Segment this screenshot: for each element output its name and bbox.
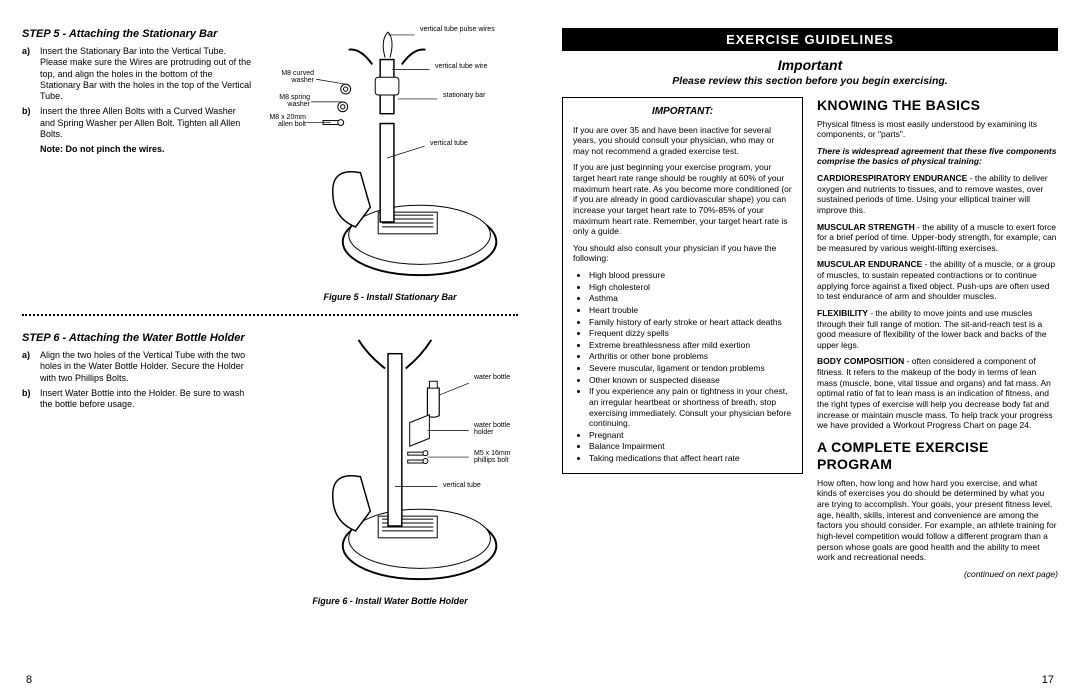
page-number-right: 17 xyxy=(1042,674,1054,686)
f5-c1: vertical tube pulse wires xyxy=(420,26,495,33)
step5-a: a) Insert the Stationary Bar into the Ve… xyxy=(22,46,252,102)
step6-title: STEP 6 - Attaching the Water Bottle Hold… xyxy=(22,332,252,344)
program-body: How often, how long and how hard you exe… xyxy=(817,478,1058,563)
imp-list: High blood pressure High cholesterol Ast… xyxy=(573,270,792,464)
list-item: High cholesterol xyxy=(589,282,792,293)
col-basics: KNOWING THE BASICS Physical fitness is m… xyxy=(817,97,1058,579)
f6-c3: M5 x 16mm phillips bolt xyxy=(474,450,518,465)
f5-c3: stationary bar xyxy=(443,92,485,99)
imp-p2: If you are just beginning your exercise … xyxy=(573,162,792,236)
def-2: MUSCULAR STRENGTH - the ability of a mus… xyxy=(817,222,1058,254)
step6-text: STEP 6 - Attaching the Water Bottle Hold… xyxy=(22,332,252,606)
f6-c2: water bottle holder xyxy=(474,422,518,437)
list-item: Asthma xyxy=(589,293,792,304)
list-item: Taking medications that affect heart rat… xyxy=(589,453,792,464)
list-item: Balance Impairment xyxy=(589,441,792,452)
page-8: STEP 5 - Attaching the Stationary Bar a)… xyxy=(0,0,540,698)
step6-a: a) Align the two holes of the Vertical T… xyxy=(22,350,252,384)
program-title: A COMPLETE EXERCISE PROGRAM xyxy=(817,439,1058,474)
important-box: IMPORTANT: If you are over 35 and have b… xyxy=(562,97,803,474)
col-important: IMPORTANT: If you are over 35 and have b… xyxy=(562,97,803,579)
list-item: Extreme breathlessness after mild exerti… xyxy=(589,340,792,351)
list-item: Severe muscular, ligament or tendon prob… xyxy=(589,363,792,374)
step6-b: b) Insert Water Bottle into the Holder. … xyxy=(22,388,252,411)
basics-bold: There is widespread agreement that these… xyxy=(817,146,1058,167)
imp-p3: You should also consult your physician i… xyxy=(573,243,792,264)
basics-intro: Physical fitness is most easily understo… xyxy=(817,119,1058,140)
def-5: BODY COMPOSITION - often considered a co… xyxy=(817,356,1058,430)
def-1: CARDIORESPIRATORY ENDURANCE - the abilit… xyxy=(817,173,1058,216)
review-line: Please review this section before you be… xyxy=(562,75,1058,87)
page-number-left: 8 xyxy=(26,674,32,686)
basics-title: KNOWING THE BASICS xyxy=(817,97,1058,115)
f5-c2: vertical tube wire xyxy=(435,63,488,70)
f5-c7: vertical tube xyxy=(430,140,468,147)
divider xyxy=(22,314,518,316)
continued: (continued on next page) xyxy=(817,569,1058,580)
step5-b: b) Insert the three Allen Bolts with a C… xyxy=(22,106,252,140)
list-item: Pregnant xyxy=(589,430,792,441)
step5-note: Note: Do not pinch the wires. xyxy=(40,144,252,155)
step6-row: STEP 6 - Attaching the Water Bottle Hold… xyxy=(22,332,518,606)
exercise-guidelines-bar: EXERCISE GUIDELINES xyxy=(562,28,1058,51)
list-item: Heart trouble xyxy=(589,305,792,316)
step5-text: STEP 5 - Attaching the Stationary Bar a)… xyxy=(22,28,252,302)
step5-title: STEP 5 - Attaching the Stationary Bar xyxy=(22,28,252,40)
important-heading: Important xyxy=(562,57,1058,73)
f6-c1: water bottle xyxy=(474,374,510,381)
step5-row: STEP 5 - Attaching the Stationary Bar a)… xyxy=(22,28,518,302)
list-item: Frequent dizzy spells xyxy=(589,328,792,339)
figure-5: vertical tube pulse wires vertical tube … xyxy=(262,28,518,302)
figure5-caption: Figure 5 - Install Stationary Bar xyxy=(262,292,518,302)
def-4: FLEXIBILITY - the ability to move joints… xyxy=(817,308,1058,351)
figure6-caption: Figure 6 - Install Water Bottle Holder xyxy=(262,596,518,606)
list-item: Family history of early stroke or heart … xyxy=(589,317,792,328)
page-17: EXERCISE GUIDELINES Important Please rev… xyxy=(540,0,1080,698)
f5-c6: M8 x 20mm allen bolt xyxy=(262,114,306,129)
def-3: MUSCULAR ENDURANCE - the ability of a mu… xyxy=(817,259,1058,302)
important-box-hdr: IMPORTANT: xyxy=(573,106,792,119)
imp-p1: If you are over 35 and have been inactiv… xyxy=(573,125,792,157)
f5-c5: M8 spring washer xyxy=(268,94,310,109)
list-item: Arthritis or other bone problems xyxy=(589,351,792,362)
list-item: If you experience any pain or tightness … xyxy=(589,386,792,429)
f6-c4: vertical tube xyxy=(443,482,481,489)
f5-c4: M8 curved washer xyxy=(268,70,314,85)
list-item: High blood pressure xyxy=(589,270,792,281)
figure-6: water bottle water bottle holder M5 x 16… xyxy=(262,332,518,606)
right-columns: IMPORTANT: If you are over 35 and have b… xyxy=(562,97,1058,579)
list-item: Other known or suspected disease xyxy=(589,375,792,386)
